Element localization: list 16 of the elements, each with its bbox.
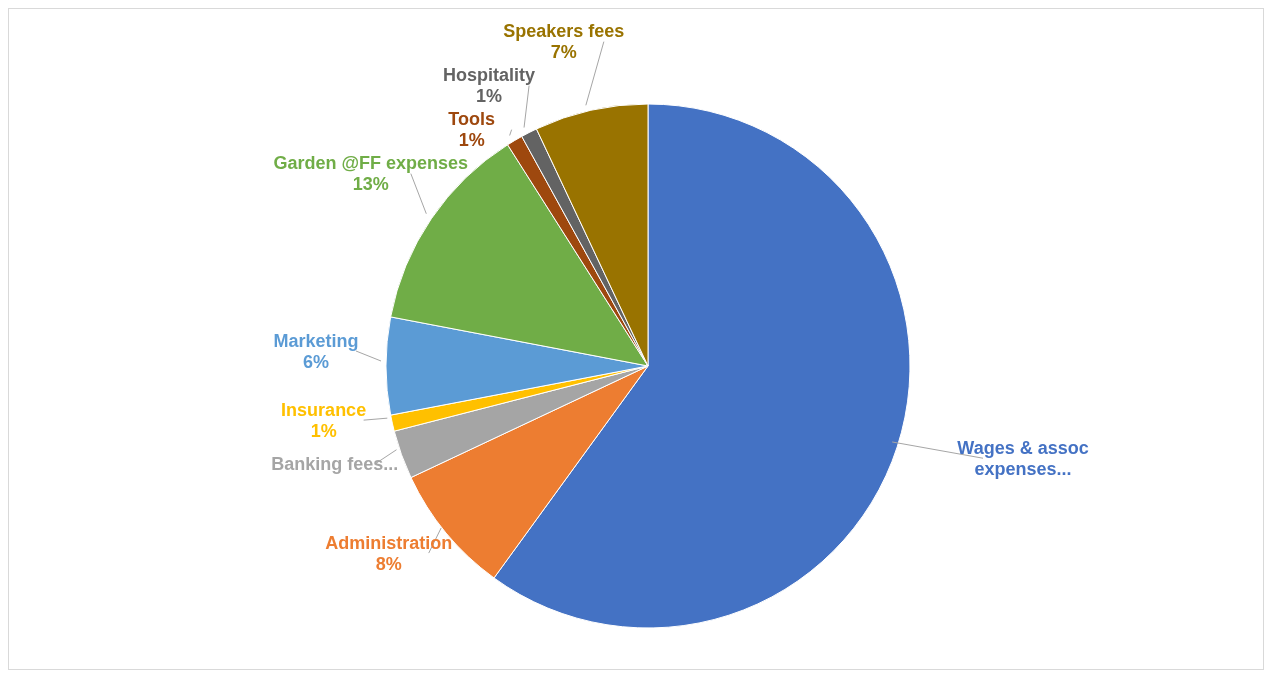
- data-label: 1%: [476, 86, 503, 107]
- slice-label: Tools: [448, 109, 495, 130]
- data-label: 6%: [302, 351, 330, 372]
- slice-label: Banking fees...: [271, 454, 399, 475]
- data-label: 1%: [310, 420, 337, 441]
- data-label: 13%: [352, 174, 389, 195]
- data-label: 8%: [375, 553, 402, 574]
- slice-label: Insurance: [281, 399, 367, 420]
- slice-label: Garden @FF expenses: [273, 153, 469, 174]
- data-label: 1%: [458, 130, 485, 151]
- slice-label: Speakers fees: [503, 21, 625, 42]
- slice-label: Wages & assoc expenses...: [957, 437, 1089, 479]
- slice-label: Administration: [325, 532, 453, 553]
- slice-label: Marketing: [273, 330, 359, 351]
- data-label: 7%: [550, 42, 577, 63]
- slice-label: Hospitality: [443, 65, 536, 86]
